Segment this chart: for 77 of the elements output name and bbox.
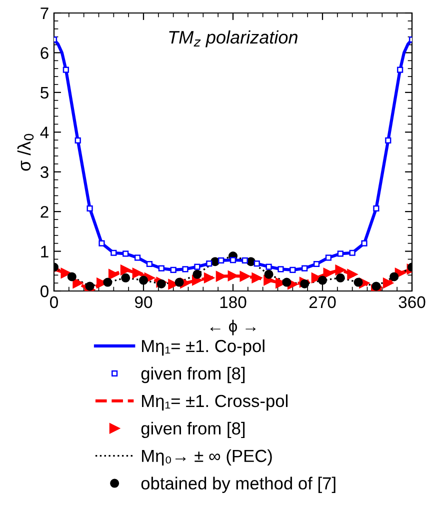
y-tick-label: 4 [40, 126, 49, 138]
point [134, 254, 141, 261]
point [336, 273, 345, 282]
y-tick-label: 7 [40, 8, 48, 20]
point [120, 264, 131, 276]
point [98, 240, 105, 246]
point [146, 260, 153, 268]
legend-label: Mη₁= ±1. Co-pol [142, 339, 264, 356]
legend-label: obtained by method of [7] [141, 476, 336, 493]
point [372, 282, 381, 291]
point [74, 137, 81, 144]
x-axis-title: ← ϕ → [210, 320, 256, 336]
x-tick-label: 0 [50, 296, 58, 308]
y-tick-label: 0 [40, 285, 48, 298]
point [337, 250, 344, 257]
x-tick-label: 270 [309, 296, 336, 308]
point [325, 254, 332, 261]
y-tick-label: 3 [40, 166, 48, 178]
point [264, 270, 274, 279]
legend-label: given from [8] [141, 366, 245, 384]
point [85, 282, 94, 291]
y-tick-label: 1 [41, 246, 48, 258]
y-axis-title: σ /λ$_{0}$ [17, 134, 34, 171]
point [313, 260, 320, 268]
y-tick-label: 6 [40, 47, 48, 59]
point [62, 66, 69, 73]
point [60, 268, 72, 278]
point [182, 266, 188, 272]
point [385, 137, 392, 144]
point [302, 265, 308, 272]
point [108, 269, 119, 280]
point [192, 270, 202, 279]
point [138, 276, 148, 285]
point [86, 205, 93, 212]
point [122, 250, 129, 257]
point [170, 266, 176, 274]
y-tick-label: 2 [40, 206, 48, 218]
point [110, 250, 117, 256]
point [174, 278, 184, 287]
point [278, 266, 284, 272]
point [132, 268, 143, 278]
point [290, 266, 296, 274]
point [230, 256, 236, 264]
point [158, 265, 164, 272]
point [390, 272, 399, 282]
legend-label: given from [8] [141, 422, 245, 438]
point [254, 260, 260, 267]
point [382, 278, 394, 288]
point [240, 271, 250, 282]
point [282, 278, 292, 287]
point [354, 278, 363, 287]
point [218, 257, 224, 264]
point [67, 272, 76, 282]
legend-label: Mη₀→ ± ∞ (PEC) [142, 449, 272, 466]
point [323, 268, 334, 278]
y-tick-label: 5 [40, 87, 48, 99]
text: TM$_{z}$ polarization [169, 30, 298, 48]
point [121, 273, 130, 282]
point [266, 264, 272, 270]
x-tick-label: 180 [220, 296, 246, 308]
point [194, 264, 200, 270]
point [318, 276, 328, 285]
legend-label: Mη₁= ±1. Cross-pol [142, 394, 288, 411]
point [361, 240, 368, 246]
point [252, 272, 262, 284]
point [206, 260, 212, 267]
point [347, 269, 358, 280]
point [335, 264, 346, 276]
x-tick-label: 360 [398, 296, 426, 308]
point [103, 278, 112, 287]
point [242, 257, 248, 264]
x-tick-label: 90 [135, 296, 152, 308]
point [349, 250, 356, 256]
point [72, 278, 84, 288]
point [373, 205, 380, 212]
point [397, 66, 404, 73]
point [204, 272, 214, 284]
